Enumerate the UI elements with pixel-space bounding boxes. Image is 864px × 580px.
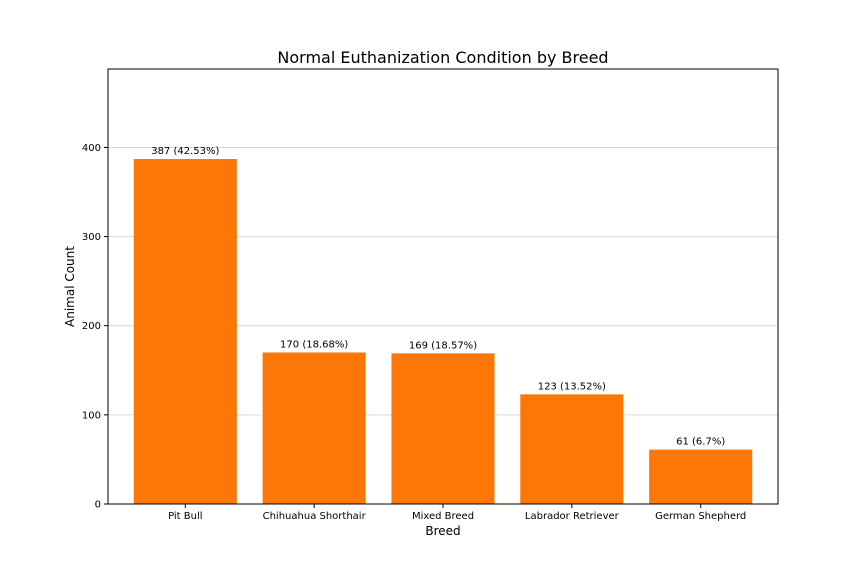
x-axis-label: Breed <box>425 524 460 538</box>
bar-labrador-retriever <box>520 394 624 504</box>
x-tick-label-3: Labrador Retriever <box>525 511 620 522</box>
data-label-0: 387 (42.53%) <box>151 146 219 157</box>
data-label-3: 123 (13.52%) <box>538 381 606 392</box>
bars <box>133 159 753 504</box>
x-tick-label-2: Mixed Breed <box>412 511 474 522</box>
data-label-2: 169 (18.57%) <box>409 340 477 351</box>
x-tick-label-4: German Shepherd <box>655 511 746 522</box>
bar-pit-bull <box>133 159 237 504</box>
data-label-4: 61 (6.7%) <box>676 437 725 448</box>
y-tick-label-200: 200 <box>82 321 101 332</box>
y-tick-label-0: 0 <box>95 500 101 511</box>
y-axis-label: Animal Count <box>63 246 77 327</box>
bar-mixed-breed <box>391 353 495 504</box>
x-tick-label-1: Chihuahua Shorthair <box>263 511 367 522</box>
x-tick-label-0: Pit Bull <box>168 511 202 522</box>
data-label-1: 170 (18.68%) <box>280 339 348 350</box>
data-labels: 387 (42.53%) 170 (18.68%) 169 (18.57%) 123 … <box>151 146 725 448</box>
axis-ticks: 0 100 200 300 400 Pit Bull Chihuahua Shorthair… <box>82 143 746 522</box>
chart-title: Normal Euthanization Condition by Breed <box>277 48 608 67</box>
bar-german-shepherd <box>649 449 753 504</box>
y-tick-label-100: 100 <box>82 410 101 421</box>
y-tick-label-300: 300 <box>82 232 101 243</box>
bar-chihuahua-shorthair <box>262 352 366 504</box>
y-tick-label-400: 400 <box>82 143 101 154</box>
